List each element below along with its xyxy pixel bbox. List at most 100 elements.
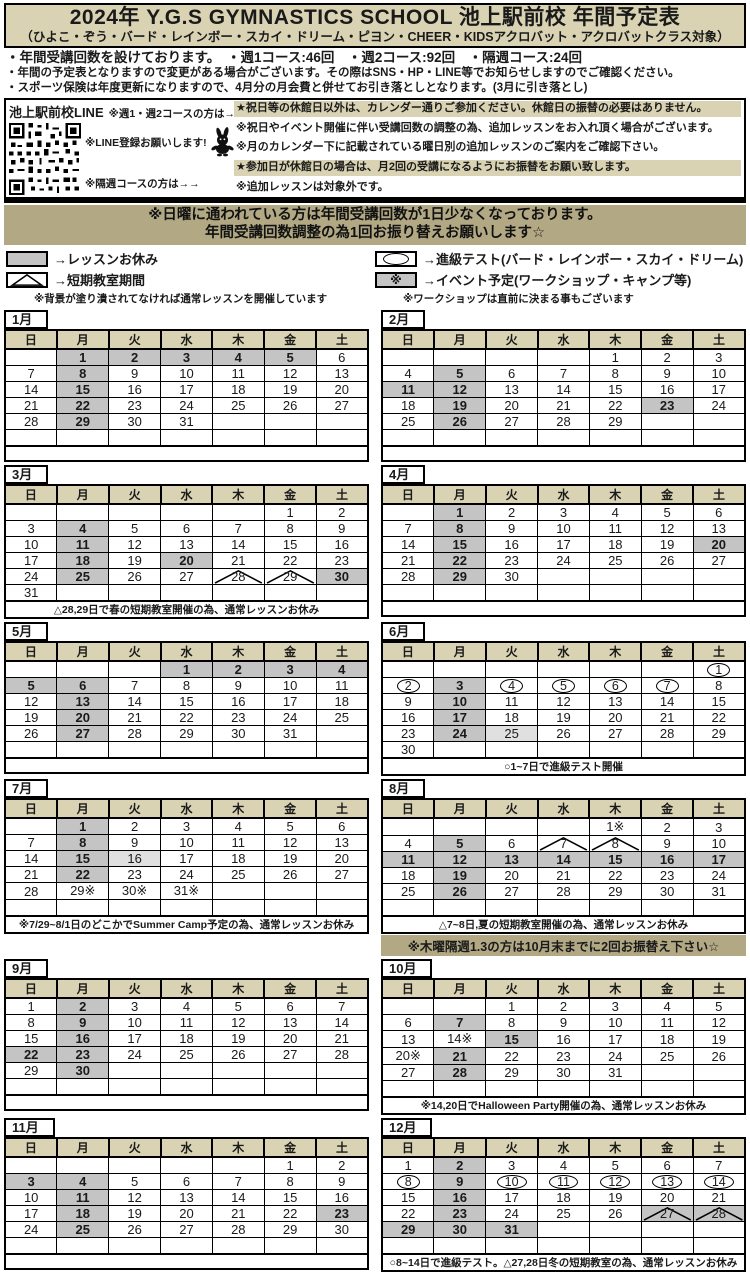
weekday-header: 水 xyxy=(536,1137,591,1159)
triangle-icon xyxy=(9,273,45,286)
calendar-day-cell: 23 xyxy=(433,1205,487,1223)
promotion-test-day: 14 xyxy=(703,1175,734,1190)
calendar-day-cell: 23 xyxy=(537,1047,590,1066)
calendar-day-cell: 6 xyxy=(315,817,369,836)
event-label: →イベント予定(ワークショップ・キャンプ等) xyxy=(423,273,692,289)
calendar-day-cell: 5 xyxy=(108,520,162,538)
weekday-header: 木 xyxy=(211,798,266,820)
calendar-day-cell: 25 xyxy=(211,397,265,415)
calendar-day-cell: 7 xyxy=(108,677,162,695)
calendar-day-cell: 17 xyxy=(588,1030,642,1049)
calendar-day-cell: 30 xyxy=(485,568,539,586)
calendar-day-cell: 2 xyxy=(640,348,694,367)
weekday-header: 土 xyxy=(315,484,369,506)
calendar-day-cell xyxy=(537,899,590,917)
month-calendar: 日月火水木金土 1 2 3 4 5 6 7 8 9 10 11 12 13 14 15 16 17 18 19 20 21… xyxy=(4,978,369,1112)
calendar-day-cell: 11 xyxy=(640,1014,694,1032)
calendar-day-cell xyxy=(640,899,694,917)
calendar-day-cell: 1 xyxy=(588,348,642,367)
weekday-header: 火 xyxy=(107,641,162,663)
sunday-banner-line1: ※日曜に通われている方は年間受講回数が1日少なくなっております。 xyxy=(148,207,602,224)
calendar-day-cell: 16 xyxy=(108,381,162,399)
calendar-day-cell xyxy=(433,1237,487,1255)
calendar-day-cell: 11 xyxy=(56,536,110,554)
calendar-day-cell xyxy=(4,1237,58,1255)
calendar-day-cell: 7 xyxy=(692,1156,746,1175)
calendar-day-cell: 31 xyxy=(692,883,746,901)
calendar-day-cell: 14 xyxy=(381,536,435,554)
weekday-header: 木 xyxy=(211,1137,266,1159)
calendar-day-cell: 9 xyxy=(485,520,539,538)
calendar-day-cell: 19 xyxy=(263,381,317,399)
weekday-header: 土 xyxy=(315,329,369,351)
calendar-day-cell xyxy=(381,584,435,602)
calendar-day-cell: 5 xyxy=(433,365,487,383)
calendar-day-cell: 10 xyxy=(108,1014,162,1032)
calendar-day-cell: 8 xyxy=(56,365,110,383)
triangle-icon xyxy=(539,837,588,851)
calendar-day-cell xyxy=(263,413,317,431)
calendar-day-cell: 22 xyxy=(588,397,642,415)
calendar-day-cell: 24 xyxy=(537,552,590,570)
calendar-day-cell: 6 xyxy=(381,1014,435,1032)
weekday-header: 月 xyxy=(55,1137,110,1159)
weekday-header: 火 xyxy=(107,978,162,1000)
calendar-day-cell: 7 xyxy=(4,834,58,852)
calendar-day-cell: 14 xyxy=(211,1189,265,1207)
calendar-day-cell: 26 xyxy=(108,568,162,586)
calendar-day-cell: 21 xyxy=(108,709,162,727)
calendar-day-cell: 5 xyxy=(4,677,58,695)
month-calendar: 日月火水木金土 1 2 3 4 5 6 7 8 9 10 11 12 13 14※ 15 16 17 18 19 20… xyxy=(381,978,746,1116)
calendar-day-cell: 2 xyxy=(381,677,435,695)
month-calendar: 日月火水木金土 1 2 3 4 5 6 7 8 9 10 11 12 13 14 15 16 17 18 19 20 2… xyxy=(4,329,369,463)
calendar-day-cell: 18 xyxy=(56,1205,110,1223)
calendar-day-cell xyxy=(692,413,746,431)
calendar-day-cell: 23 xyxy=(315,1205,369,1223)
month-block: 9月日月火水木金土 1 2 3 4 5 6 7 8 9 10 11 12 13 14 15 16 17 18 19 20… xyxy=(4,959,369,1115)
calendar-day-cell xyxy=(433,817,487,837)
calendar-day-cell: 15 xyxy=(692,693,746,711)
calendar-day-cell: 17 xyxy=(537,536,590,554)
calendar-day-cell: 17 xyxy=(4,552,58,570)
calendar-day-cell: 14 xyxy=(108,693,162,711)
calendar-day-cell: 1 xyxy=(692,660,746,679)
calendar-day-cell: 27 xyxy=(640,1205,694,1223)
calendar-day-cell xyxy=(692,584,746,602)
calendar-day-cell xyxy=(692,568,746,586)
calendar-day-cell: 3 xyxy=(692,817,746,837)
calendar-day-cell: 28 xyxy=(692,1205,746,1223)
weekday-header: 火 xyxy=(484,484,539,506)
promotion-test-day: 8 xyxy=(396,1175,420,1190)
biweekly-transfer-note: ★参加日が休館日の場合は、月2回の受講になるようにお振替をお願い致します。 xyxy=(234,159,741,176)
calendar-day-cell: 3 xyxy=(588,997,642,1016)
calendar-day-cell: 21 xyxy=(381,552,435,570)
weekday-header: 水 xyxy=(159,329,214,351)
calendar-day-cell xyxy=(692,1080,746,1098)
calendar-day-cell xyxy=(381,429,435,447)
calendar-day-cell xyxy=(588,1237,642,1255)
legend-left-note: ※背景が塗り潰されてなければ通常レッスンを開催しています xyxy=(34,293,328,306)
calendar-day-cell: 30 xyxy=(537,1064,590,1082)
month-calendar: 日月火水木金土 1 2 3 4 5 6 7 8 9 10 11 12 13 14 15 16 17 18 19 20 2… xyxy=(381,484,746,618)
calendar-day-cell: 29 xyxy=(160,725,213,743)
calendar-day-cell: 27 xyxy=(588,725,642,743)
calendar-day-cell: 6 xyxy=(315,348,369,367)
calendar-day-cell: 14 xyxy=(211,536,265,554)
calendar-day-cell: 28 xyxy=(640,725,694,743)
calendar-day-cell: 20 xyxy=(263,1030,317,1048)
weekday-header: 木 xyxy=(588,978,643,1000)
month-block: 10月日月火水木金土 1 2 3 4 5 6 7 8 9 10 11 12 13 14※ 15 16 17 18 1… xyxy=(381,959,746,1116)
month-label: 4月 xyxy=(381,465,426,485)
calendar-day-cell: 29 xyxy=(263,568,317,586)
weekday-header: 金 xyxy=(263,484,318,506)
weekday-header: 土 xyxy=(692,641,746,663)
calendar-day-cell: 22 xyxy=(160,709,213,727)
weekday-header: 金 xyxy=(263,798,318,820)
extra-lesson-note: ※祝日やイベント開催に伴い受講回数の調整の為、追加レッスンをお入れ頂く場合がござ… xyxy=(236,121,719,134)
line-register-label: ※LINE登録お願いします! xyxy=(85,136,207,149)
calendar-day-cell xyxy=(433,429,487,447)
calendar-day-cell xyxy=(692,1237,746,1255)
calendar-day-cell: 6 xyxy=(640,1156,694,1175)
weekday-header: 火 xyxy=(484,1137,539,1159)
calendar-day-cell: 8 xyxy=(160,677,213,695)
